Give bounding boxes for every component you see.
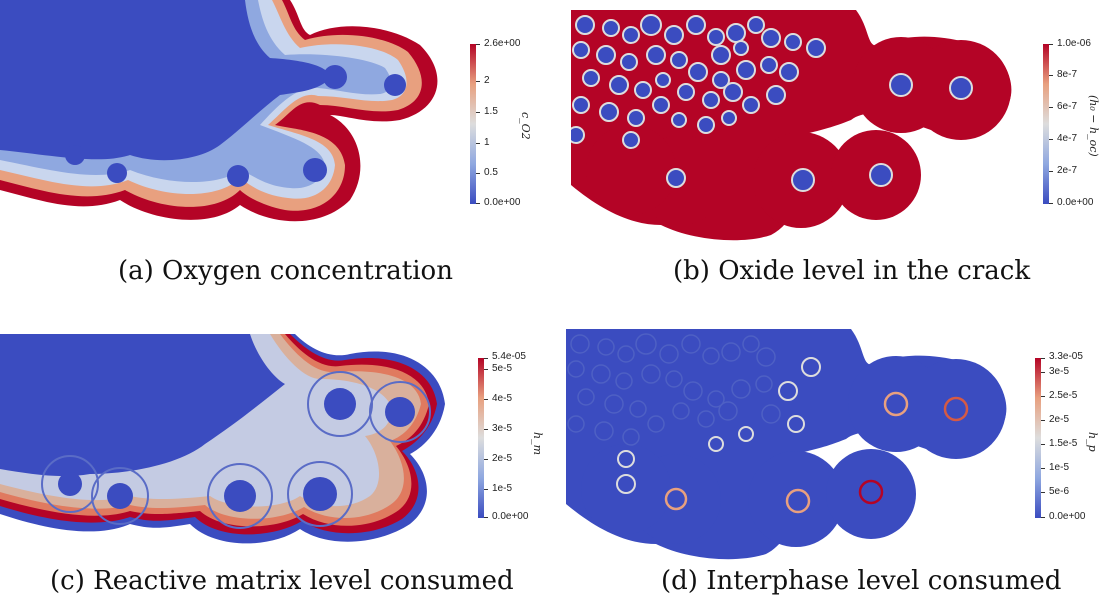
colorbar-c-tick: 1e-5: [492, 483, 513, 494]
oxygen-concentration-field: [0, 0, 438, 222]
reactive-matrix-field: [0, 334, 445, 544]
interphase-level-field: [566, 329, 1007, 560]
colorbar-b-tick: 1.0e-06: [1057, 38, 1091, 49]
colorbar-d-tick: 2.5e-5: [1049, 390, 1078, 401]
panel-b: 1.0e-06 8e-7 6e-7 4e-7 2e-7 0.0e+00 (h₀ …: [551, 0, 1102, 304]
colorbar-c-tick: 3e-5: [492, 423, 513, 434]
colorbar-a: [470, 44, 476, 204]
caption-a: (a) Oxygen concentration: [118, 256, 453, 286]
colorbar-b-tick: 4e-7: [1057, 133, 1078, 144]
colorbar-d: [1035, 358, 1041, 518]
colorbar-a-tick: 2.6e+00: [484, 38, 521, 49]
colorbar-a-tick: 0.5: [484, 167, 498, 178]
colorbar-d-tick: 5e-6: [1049, 486, 1070, 497]
colorbar-c: [478, 358, 484, 518]
caption-c: (c) Reactive matrix level consumed: [50, 566, 514, 596]
colorbar-a-tick: 1: [484, 137, 490, 148]
oxide-level-field: [571, 10, 1012, 241]
colorbar-c-tick: 2e-5: [492, 453, 513, 464]
colorbar-a-variable: c_O2: [519, 112, 532, 140]
colorbar-d-tick: 3.3e-05: [1049, 351, 1083, 362]
panel-d: 3.3e-05 3e-5 2.5e-5 2e-5 1.5e-5 1e-5 5e-…: [551, 304, 1102, 608]
caption-b: (b) Oxide level in the crack: [673, 256, 1031, 286]
panel-c: 5.4e-05 5e-5 4e-5 3e-5 2e-5 1e-5 0.0e+00…: [0, 304, 551, 608]
panel-a: 2.6e+00 2 1.5 1 0.5 0.0e+00 c_O2 (a) Oxy…: [0, 0, 551, 304]
colorbar-d-tick: 1.5e-5: [1049, 438, 1078, 449]
colorbar-b: [1043, 44, 1049, 204]
colorbar-c-tick: 4e-5: [492, 393, 513, 404]
colorbar-b-tick: 6e-7: [1057, 101, 1078, 112]
colorbar-a-tick: 1.5: [484, 106, 498, 117]
colorbar-b-tick: 2e-7: [1057, 165, 1078, 176]
colorbar-a-tick: 2: [484, 75, 490, 86]
colorbar-c-tick: 5.4e-05: [492, 351, 526, 362]
colorbar-b-variable: (h₀ − h_oc): [1087, 95, 1100, 157]
colorbar-a-tick: 0.0e+00: [484, 197, 521, 208]
colorbar-b-tick: 8e-7: [1057, 69, 1078, 80]
caption-d: (d) Interphase level consumed: [661, 566, 1062, 596]
colorbar-b-tick: 0.0e+00: [1057, 197, 1094, 208]
colorbar-d-tick: 3e-5: [1049, 366, 1070, 377]
colorbar-d-tick: 1e-5: [1049, 462, 1070, 473]
colorbar-d-tick: 0.0e+00: [1049, 511, 1086, 522]
colorbar-d-tick: 2e-5: [1049, 414, 1070, 425]
colorbar-c-tick: 5e-5: [492, 363, 513, 374]
colorbar-c-tick: 0.0e+00: [492, 511, 529, 522]
colorbar-d-variable: h_p: [1086, 432, 1099, 452]
colorbar-c-variable: h_m: [531, 432, 544, 456]
